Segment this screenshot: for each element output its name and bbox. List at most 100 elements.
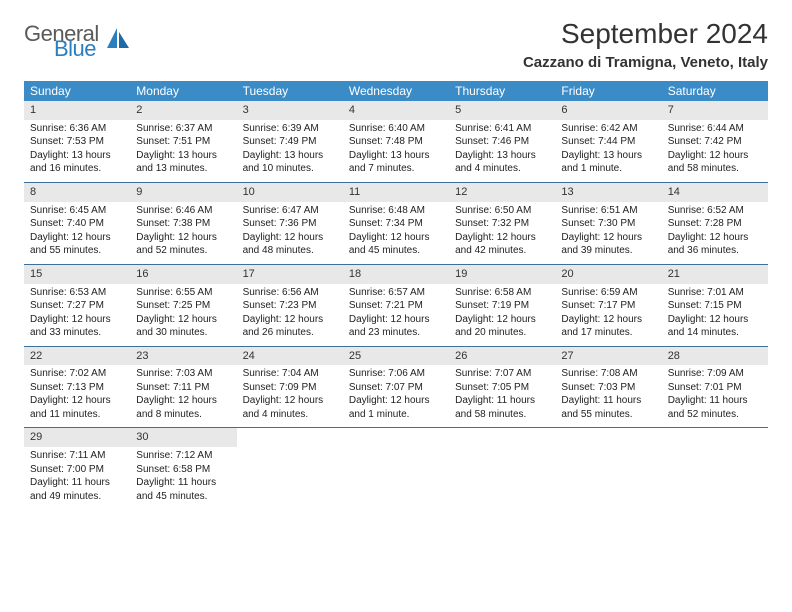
sunset-text: Sunset: 7:11 PM	[136, 381, 230, 395]
day-number: 18	[343, 265, 449, 284]
daylight-text: and 30 minutes.	[136, 326, 230, 340]
sunset-text: Sunset: 7:44 PM	[561, 135, 655, 149]
daylight-text: Daylight: 12 hours	[243, 231, 337, 245]
sunrise-text: Sunrise: 6:58 AM	[455, 286, 549, 300]
daylight-text: and 23 minutes.	[349, 326, 443, 340]
daylight-text: and 58 minutes.	[455, 408, 549, 422]
day-body: Sunrise: 6:45 AMSunset: 7:40 PMDaylight:…	[24, 202, 130, 264]
day-cell	[449, 428, 555, 509]
daylight-text: and 4 minutes.	[455, 162, 549, 176]
day-number	[662, 428, 768, 432]
day-body: Sunrise: 6:41 AMSunset: 7:46 PMDaylight:…	[449, 120, 555, 182]
daylight-text: Daylight: 11 hours	[455, 394, 549, 408]
sunset-text: Sunset: 7:46 PM	[455, 135, 549, 149]
day-cell	[343, 428, 449, 509]
dow-friday: Friday	[555, 81, 661, 101]
sunset-text: Sunset: 7:19 PM	[455, 299, 549, 313]
day-body: Sunrise: 6:46 AMSunset: 7:38 PMDaylight:…	[130, 202, 236, 264]
dow-sunday: Sunday	[24, 81, 130, 101]
sunset-text: Sunset: 7:15 PM	[668, 299, 762, 313]
day-number	[555, 428, 661, 432]
day-number: 12	[449, 183, 555, 202]
daylight-text: Daylight: 12 hours	[455, 231, 549, 245]
daylight-text: and 13 minutes.	[136, 162, 230, 176]
daylight-text: and 4 minutes.	[243, 408, 337, 422]
sunset-text: Sunset: 7:53 PM	[30, 135, 124, 149]
header: General Blue September 2024 Cazzano di T…	[24, 18, 768, 71]
sunset-text: Sunset: 7:32 PM	[455, 217, 549, 231]
daylight-text: and 11 minutes.	[30, 408, 124, 422]
day-cell: 22Sunrise: 7:02 AMSunset: 7:13 PMDayligh…	[24, 347, 130, 428]
daylight-text: Daylight: 12 hours	[30, 313, 124, 327]
day-cell: 15 Sunrise: 6:53 AMSunset: 7:27 PMDayligh…	[24, 265, 130, 346]
sunset-text: Sunset: 7:34 PM	[349, 217, 443, 231]
day-number: 15	[24, 265, 130, 284]
day-number: 29	[24, 428, 130, 447]
daylight-text: Daylight: 12 hours	[30, 231, 124, 245]
daylight-text: Daylight: 12 hours	[136, 231, 230, 245]
sunrise-text: Sunrise: 7:04 AM	[243, 367, 337, 381]
daylight-text: and 55 minutes.	[30, 244, 124, 258]
day-number: 22	[24, 347, 130, 366]
sunrise-text: Sunrise: 6:48 AM	[349, 204, 443, 218]
sunrise-text: Sunrise: 6:51 AM	[561, 204, 655, 218]
sunrise-text: Sunrise: 6:53 AM	[30, 286, 124, 300]
daylight-text: Daylight: 13 hours	[455, 149, 549, 163]
sunrise-text: Sunrise: 7:01 AM	[668, 286, 762, 300]
sunset-text: Sunset: 7:05 PM	[455, 381, 549, 395]
daylight-text: Daylight: 11 hours	[668, 394, 762, 408]
day-body: Sunrise: 7:12 AMSunset: 6:58 PMDaylight:…	[130, 447, 236, 509]
day-cell: 1Sunrise: 6:36 AMSunset: 7:53 PMDaylight…	[24, 101, 130, 182]
day-cell: 8Sunrise: 6:45 AMSunset: 7:40 PMDaylight…	[24, 183, 130, 264]
sunset-text: Sunset: 7:13 PM	[30, 381, 124, 395]
week-row: 22Sunrise: 7:02 AMSunset: 7:13 PMDayligh…	[24, 347, 768, 429]
daylight-text: Daylight: 11 hours	[136, 476, 230, 490]
daylight-text: and 1 minute.	[561, 162, 655, 176]
day-number: 10	[237, 183, 343, 202]
daylight-text: Daylight: 12 hours	[561, 231, 655, 245]
day-body: Sunrise: 6:36 AMSunset: 7:53 PMDaylight:…	[24, 120, 130, 182]
daylight-text: Daylight: 13 hours	[136, 149, 230, 163]
sunset-text: Sunset: 7:51 PM	[136, 135, 230, 149]
daylight-text: Daylight: 12 hours	[349, 231, 443, 245]
sunrise-text: Sunrise: 6:59 AM	[561, 286, 655, 300]
day-body: Sunrise: 6:39 AMSunset: 7:49 PMDaylight:…	[237, 120, 343, 182]
day-body: Sunrise: 7:03 AMSunset: 7:11 PMDaylight:…	[130, 365, 236, 427]
daylight-text: and 17 minutes.	[561, 326, 655, 340]
week-row: 1Sunrise: 6:36 AMSunset: 7:53 PMDaylight…	[24, 101, 768, 183]
day-body: Sunrise: 6:55 AMSunset: 7:25 PMDaylight:…	[130, 284, 236, 346]
day-number	[237, 428, 343, 432]
daylight-text: and 7 minutes.	[349, 162, 443, 176]
day-number: 9	[130, 183, 236, 202]
daylight-text: Daylight: 12 hours	[668, 231, 762, 245]
daylight-text: Daylight: 12 hours	[136, 394, 230, 408]
day-cell: 29Sunrise: 7:11 AMSunset: 7:00 PMDayligh…	[24, 428, 130, 509]
daylight-text: and 26 minutes.	[243, 326, 337, 340]
sunrise-text: Sunrise: 7:09 AM	[668, 367, 762, 381]
day-cell: 18Sunrise: 6:57 AMSunset: 7:21 PMDayligh…	[343, 265, 449, 346]
sunset-text: Sunset: 7:01 PM	[668, 381, 762, 395]
daylight-text: Daylight: 12 hours	[30, 394, 124, 408]
day-number	[343, 428, 449, 432]
sunset-text: Sunset: 7:27 PM	[30, 299, 124, 313]
day-cell: 5Sunrise: 6:41 AMSunset: 7:46 PMDaylight…	[449, 101, 555, 182]
day-cell: 9Sunrise: 6:46 AMSunset: 7:38 PMDaylight…	[130, 183, 236, 264]
day-number: 8	[24, 183, 130, 202]
day-number: 28	[662, 347, 768, 366]
day-cell: 3Sunrise: 6:39 AMSunset: 7:49 PMDaylight…	[237, 101, 343, 182]
day-body: Sunrise: 6:59 AMSunset: 7:17 PMDaylight:…	[555, 284, 661, 346]
daylight-text: Daylight: 12 hours	[243, 394, 337, 408]
day-number: 4	[343, 101, 449, 120]
day-cell: 21Sunrise: 7:01 AMSunset: 7:15 PMDayligh…	[662, 265, 768, 346]
title-block: September 2024 Cazzano di Tramigna, Vene…	[523, 18, 768, 71]
daylight-text: Daylight: 12 hours	[561, 313, 655, 327]
logo-text: General Blue	[24, 24, 99, 60]
daylight-text: and 10 minutes.	[243, 162, 337, 176]
sunrise-text: Sunrise: 6:40 AM	[349, 122, 443, 136]
day-number: 14	[662, 183, 768, 202]
day-number: 25	[343, 347, 449, 366]
daylight-text: and 52 minutes.	[668, 408, 762, 422]
daylight-text: Daylight: 12 hours	[243, 313, 337, 327]
day-number: 20	[555, 265, 661, 284]
sunrise-text: Sunrise: 6:44 AM	[668, 122, 762, 136]
